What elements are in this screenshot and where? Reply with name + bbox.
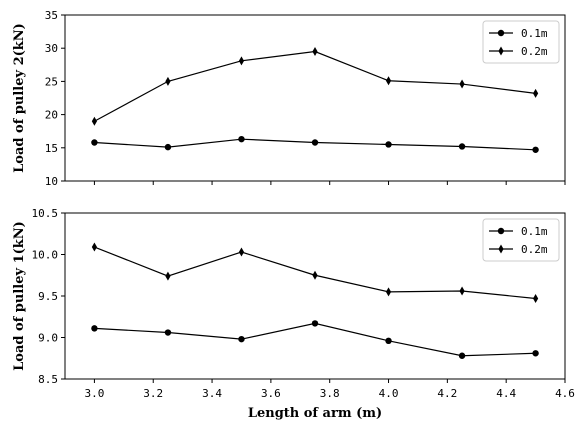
x-tick-label: 3.4 xyxy=(202,387,222,400)
data-point-diamond xyxy=(312,270,318,280)
data-point-circle xyxy=(311,139,319,146)
x-tick-label: 3.8 xyxy=(320,387,340,400)
x-axis-label: Length of arm (m) xyxy=(248,406,382,421)
legend-entry-label: 0.2m xyxy=(521,243,548,256)
y-tick-label: 10.5 xyxy=(32,207,59,220)
x-tick-label: 3.0 xyxy=(84,387,104,400)
series-line-2 xyxy=(94,50,536,122)
data-point-diamond xyxy=(385,76,392,86)
data-point-diamond xyxy=(91,116,98,126)
legend-marker-diamond xyxy=(498,46,504,56)
data-point-circle xyxy=(238,135,245,143)
y-tick-label: 9.0 xyxy=(38,332,58,345)
series-line-1 xyxy=(94,322,536,357)
panel-bottom: 8.5 9.0 9.5 10.0 10.5 3.0 3.2 3.4 3.6 3.8 4.0 4.2 4.… xyxy=(12,207,575,421)
data-point-circle xyxy=(532,350,539,357)
data-point-diamond xyxy=(91,242,98,252)
panel-top: 10 15 20 25 30 35 Load of pulley 2(kN) 0.1m 0.2m xyxy=(12,9,566,188)
data-point-diamond xyxy=(312,47,318,57)
data-point-diamond xyxy=(385,287,392,297)
legend-entry-label: 0.1m xyxy=(521,225,548,238)
legend-marker-diamond xyxy=(498,244,504,254)
data-point-circle xyxy=(238,335,245,343)
x-tick-label: 4.2 xyxy=(437,387,457,400)
legend-marker-circle xyxy=(497,29,505,37)
x-tick-label: 3.6 xyxy=(261,387,281,400)
y-axis-label: Load of pulley 1(kN) xyxy=(12,221,27,371)
data-point-circle xyxy=(458,143,466,150)
x-tick-label: 4.6 xyxy=(555,387,575,400)
data-point-circle xyxy=(91,139,98,146)
data-point-diamond xyxy=(238,247,245,257)
legend-marker-circle xyxy=(497,227,505,235)
data-point-circle xyxy=(164,143,172,151)
legend-entry-label: 0.1m xyxy=(521,27,548,40)
data-point-diamond xyxy=(165,271,171,281)
y-tick-label: 8.5 xyxy=(38,373,58,386)
y-tick-label: 30 xyxy=(45,42,58,55)
y-tick-label: 20 xyxy=(45,109,58,122)
data-point-circle xyxy=(164,329,172,336)
data-point-circle xyxy=(385,337,392,345)
y-tick-label: 9.5 xyxy=(38,290,58,303)
x-tick-label: 3.2 xyxy=(143,387,163,400)
x-tick-label: 4.4 xyxy=(496,387,516,400)
data-point-circle xyxy=(458,352,466,359)
legend-entry-label: 0.2m xyxy=(521,45,548,58)
data-point-diamond xyxy=(238,56,245,66)
data-point-diamond xyxy=(459,286,465,296)
data-point-diamond xyxy=(165,76,171,86)
data-point-circle xyxy=(311,320,319,327)
y-axis-label: Load of pulley 2(kN) xyxy=(12,23,27,173)
data-point-circle xyxy=(532,146,539,153)
x-tick-label: 4.0 xyxy=(379,387,399,400)
y-tick-label: 10.0 xyxy=(32,249,59,262)
data-point-circle xyxy=(385,141,392,148)
data-point-diamond xyxy=(459,79,465,89)
plot-frame xyxy=(64,14,566,182)
y-tick-label: 15 xyxy=(45,142,58,155)
y-tick-label: 35 xyxy=(45,9,58,22)
data-point-diamond xyxy=(532,88,539,98)
data-point-circle xyxy=(91,325,98,332)
y-tick-label: 10 xyxy=(45,175,58,188)
y-tick-label: 25 xyxy=(45,75,58,88)
data-point-diamond xyxy=(532,293,539,303)
